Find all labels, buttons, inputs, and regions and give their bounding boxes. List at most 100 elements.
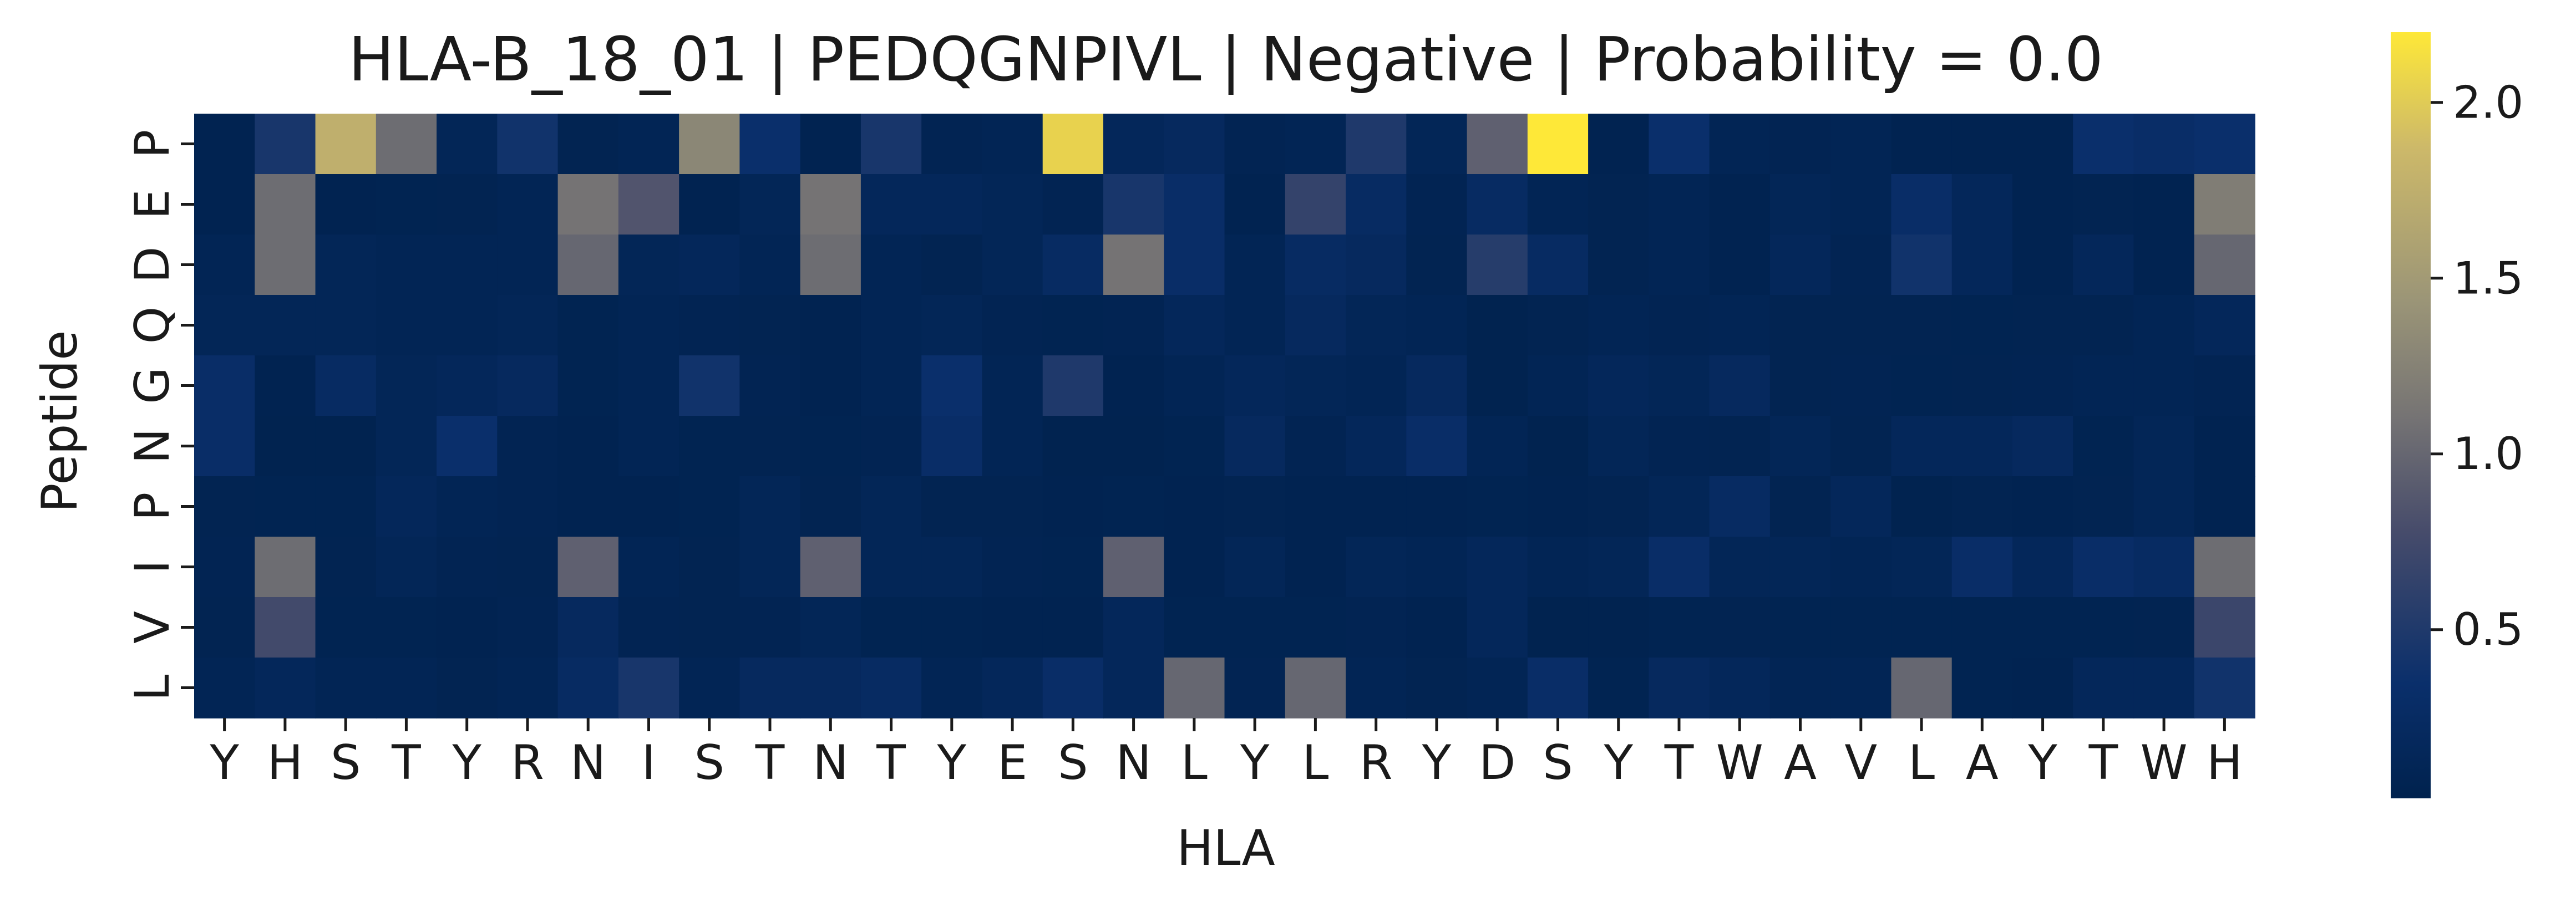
heatmap-cell-3-18 xyxy=(1285,295,1346,356)
heatmap-cell-9-7 xyxy=(618,658,680,719)
heatmap-cell-5-8 xyxy=(679,416,741,477)
heatmap-cell-1-9 xyxy=(739,174,801,235)
heatmap-cell-4-0 xyxy=(194,355,256,416)
heatmap-cell-8-21 xyxy=(1467,597,1528,658)
heatmap-cell-7-19 xyxy=(1346,537,1407,598)
heatmap-cell-9-9 xyxy=(739,658,801,719)
heatmap-cell-7-20 xyxy=(1406,537,1468,598)
heatmap-cell-2-29 xyxy=(1951,235,2013,295)
heatmap-cell-5-3 xyxy=(376,416,437,477)
colorbar-tick-label: 1.5 xyxy=(2453,252,2523,304)
heatmap-cell-4-5 xyxy=(497,355,559,416)
heatmap-cell-0-21 xyxy=(1467,114,1528,175)
heatmap-cell-1-0 xyxy=(194,174,256,235)
x-tick-label: S xyxy=(1543,735,1573,791)
heatmap-cell-2-21 xyxy=(1467,235,1528,295)
heatmap-cell-7-17 xyxy=(1224,537,1286,598)
heatmap-cell-4-29 xyxy=(1951,355,2013,416)
heatmap-cell-4-18 xyxy=(1285,355,1346,416)
heatmap-cell-1-28 xyxy=(1891,174,1953,235)
x-tick-label: L xyxy=(1181,735,1208,791)
heatmap-cell-3-7 xyxy=(618,295,680,356)
heatmap-cell-0-25 xyxy=(1709,114,1771,175)
x-tick-label: Y xyxy=(1240,735,1270,791)
heatmap-cells xyxy=(194,114,2255,719)
heatmap-cell-0-16 xyxy=(1164,114,1225,175)
heatmap-cell-0-15 xyxy=(1103,114,1165,175)
heatmap-cell-6-19 xyxy=(1346,476,1407,537)
heatmap-cell-8-14 xyxy=(1042,597,1104,658)
heatmap-cell-4-20 xyxy=(1406,355,1468,416)
heatmap-cell-6-20 xyxy=(1406,476,1468,537)
heatmap-cell-0-10 xyxy=(800,114,861,175)
heatmap-cell-7-7 xyxy=(618,537,680,598)
heatmap-cell-6-29 xyxy=(1951,476,2013,537)
heatmap-cell-1-16 xyxy=(1164,174,1225,235)
heatmap-cell-8-9 xyxy=(739,597,801,658)
heatmap-cell-8-30 xyxy=(2012,597,2073,658)
heatmap-cell-5-23 xyxy=(1588,416,1650,477)
heatmap-cell-0-0 xyxy=(194,114,256,175)
heatmap-cell-5-9 xyxy=(739,416,801,477)
x-tick-label: T xyxy=(876,735,906,791)
heatmap-cell-0-22 xyxy=(1527,114,1589,175)
heatmap-cell-4-27 xyxy=(1830,355,1892,416)
heatmap-cell-0-18 xyxy=(1285,114,1346,175)
heatmap-cell-6-25 xyxy=(1709,476,1771,537)
heatmap-cell-1-30 xyxy=(2012,174,2073,235)
heatmap-cell-6-28 xyxy=(1891,476,1953,537)
heatmap-cell-2-1 xyxy=(255,235,316,295)
x-tick-label: T xyxy=(1664,735,1694,791)
heatmap-cell-4-31 xyxy=(2073,355,2134,416)
heatmap-cell-7-0 xyxy=(194,537,256,598)
heatmap-cell-3-6 xyxy=(557,295,619,356)
heatmap-cell-4-3 xyxy=(376,355,437,416)
heatmap-cell-2-30 xyxy=(2012,235,2073,295)
heatmap-cell-5-20 xyxy=(1406,416,1468,477)
heatmap-cell-2-23 xyxy=(1588,235,1650,295)
heatmap-cell-3-17 xyxy=(1224,295,1286,356)
heatmap-cell-0-26 xyxy=(1769,114,1831,175)
heatmap-cell-1-15 xyxy=(1103,174,1165,235)
y-tick-label: P xyxy=(125,492,180,521)
heatmap-cell-6-33 xyxy=(2194,476,2255,537)
heatmap-cell-4-8 xyxy=(679,355,741,416)
heatmap-cell-2-26 xyxy=(1769,235,1831,295)
heatmap-cell-5-0 xyxy=(194,416,256,477)
x-tick-label: T xyxy=(2088,735,2118,791)
heatmap-cell-2-25 xyxy=(1709,235,1771,295)
heatmap-cell-0-27 xyxy=(1830,114,1892,175)
heatmap-cell-6-15 xyxy=(1103,476,1165,537)
heatmap-cell-7-11 xyxy=(860,537,922,598)
heatmap-cell-3-32 xyxy=(2133,295,2195,356)
heatmap-cell-9-25 xyxy=(1709,658,1771,719)
heatmap-cell-9-14 xyxy=(1042,658,1104,719)
heatmap-cell-6-21 xyxy=(1467,476,1528,537)
heatmap-cell-7-8 xyxy=(679,537,741,598)
heatmap-cell-0-6 xyxy=(557,114,619,175)
colorbar-ticks: 0.5 1.0 1.5 2.0 xyxy=(2431,77,2523,655)
heatmap-cell-6-24 xyxy=(1649,476,1710,537)
heatmap-cell-8-12 xyxy=(921,597,983,658)
heatmap-cell-0-31 xyxy=(2073,114,2134,175)
heatmap-cell-7-22 xyxy=(1527,537,1589,598)
heatmap-cell-4-33 xyxy=(2194,355,2255,416)
y-tick-label: N xyxy=(125,428,180,463)
heatmap-cell-8-25 xyxy=(1709,597,1771,658)
heatmap-cell-9-20 xyxy=(1406,658,1468,719)
heatmap-cell-5-12 xyxy=(921,416,983,477)
heatmap-cell-3-28 xyxy=(1891,295,1953,356)
chart-title: HLA-B_18_01 | PEDQGNPIVL | Negative | Pr… xyxy=(348,24,2103,95)
heatmap-cell-0-13 xyxy=(982,114,1043,175)
heatmap-cell-8-22 xyxy=(1527,597,1589,658)
heatmap-cell-7-14 xyxy=(1042,537,1104,598)
heatmap-cell-8-15 xyxy=(1103,597,1165,658)
heatmap-cell-3-31 xyxy=(2073,295,2134,356)
heatmap-cell-6-11 xyxy=(860,476,922,537)
heatmap-cell-3-13 xyxy=(982,295,1043,356)
heatmap-cell-2-10 xyxy=(800,235,861,295)
y-tick-label: G xyxy=(125,367,180,404)
heatmap-cell-8-19 xyxy=(1346,597,1407,658)
heatmap-cell-1-27 xyxy=(1830,174,1892,235)
heatmap-cell-5-6 xyxy=(557,416,619,477)
